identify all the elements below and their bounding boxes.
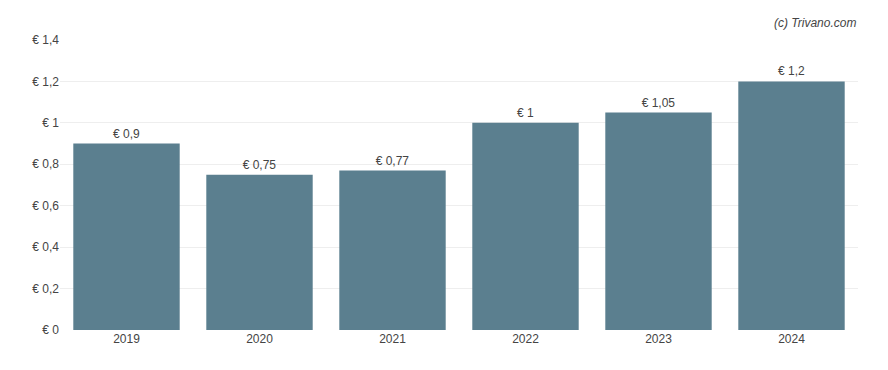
svg-text:€ 0: € 0 (42, 323, 59, 337)
svg-text:€ 0,4: € 0,4 (32, 240, 59, 254)
svg-text:€ 1: € 1 (42, 116, 59, 130)
svg-text:€ 1,4: € 1,4 (32, 33, 59, 47)
svg-text:2019: 2019 (113, 332, 140, 346)
svg-text:2023: 2023 (645, 332, 672, 346)
svg-text:€ 0,8: € 0,8 (32, 157, 59, 171)
svg-text:€ 1,05: € 1,05 (642, 96, 676, 110)
svg-text:2024: 2024 (778, 332, 805, 346)
svg-text:€ 0,2: € 0,2 (32, 282, 59, 296)
svg-text:2022: 2022 (512, 332, 539, 346)
svg-text:€ 0,75: € 0,75 (243, 158, 277, 172)
svg-text:€ 0,77: € 0,77 (376, 154, 410, 168)
svg-text:€ 0,6: € 0,6 (32, 199, 59, 213)
svg-text:2021: 2021 (379, 332, 406, 346)
svg-text:(c) Trivano.com: (c) Trivano.com (774, 16, 856, 30)
svg-text:€ 1,2: € 1,2 (778, 64, 805, 78)
svg-text:2020: 2020 (246, 332, 273, 346)
svg-text:€ 1: € 1 (517, 106, 534, 120)
svg-text:€ 0,9: € 0,9 (113, 127, 140, 141)
svg-text:€ 1,2: € 1,2 (32, 75, 59, 89)
